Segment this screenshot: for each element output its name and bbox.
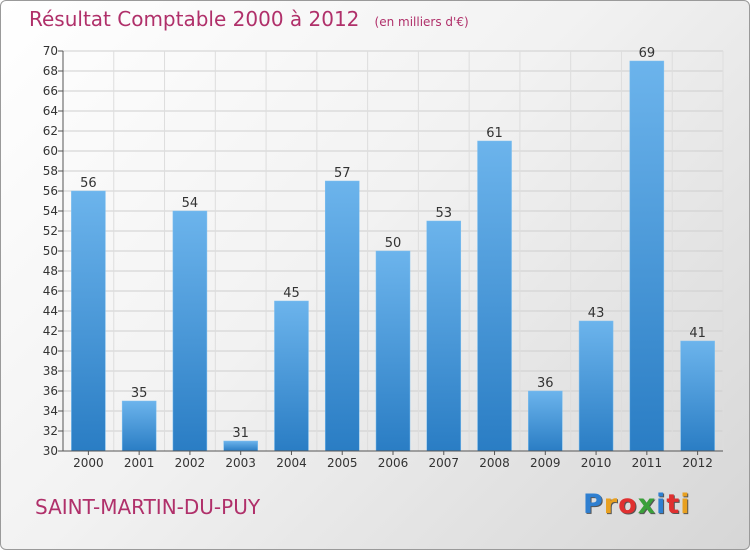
bar-value-label: 69 bbox=[639, 46, 656, 61]
bar bbox=[375, 250, 411, 452]
y-tick-label: 70 bbox=[43, 44, 58, 58]
y-tick-label: 50 bbox=[43, 244, 58, 258]
y-tick-label: 38 bbox=[43, 364, 58, 378]
bar bbox=[629, 60, 665, 452]
y-tick-label: 44 bbox=[43, 304, 58, 318]
y-tick-label: 30 bbox=[43, 444, 58, 458]
bar bbox=[477, 140, 512, 452]
logo-letter: P bbox=[583, 489, 604, 520]
y-tick-label: 64 bbox=[43, 104, 58, 118]
bar-value-label: 61 bbox=[486, 126, 503, 141]
bar-value-label: 35 bbox=[131, 386, 148, 401]
y-tick-label: 58 bbox=[43, 164, 58, 178]
y-tick-label: 32 bbox=[43, 424, 58, 438]
x-tick-label: 2008 bbox=[479, 456, 510, 470]
logo-letter: x bbox=[637, 489, 657, 520]
logo-letter: i bbox=[656, 489, 667, 520]
bar-value-label: 41 bbox=[689, 326, 706, 341]
x-tick-label: 2003 bbox=[225, 456, 256, 470]
bar-value-label: 50 bbox=[385, 236, 402, 251]
logo-letter: o bbox=[618, 489, 638, 520]
logo-letter: i bbox=[680, 489, 691, 520]
bar-value-label: 43 bbox=[588, 306, 605, 321]
x-tick-label: 2001 bbox=[124, 456, 155, 470]
bar-value-label: 53 bbox=[435, 206, 452, 221]
y-tick-label: 68 bbox=[43, 64, 58, 78]
bars: 56 35 54 31 45 57 50 53 61 36 43 69 41 bbox=[71, 46, 715, 452]
y-tick-label: 40 bbox=[43, 344, 58, 358]
bar bbox=[71, 190, 106, 452]
y-tick-label: 62 bbox=[43, 124, 58, 138]
x-tick-label: 2009 bbox=[530, 456, 561, 470]
y-tick-label: 52 bbox=[43, 224, 58, 238]
y-tick-label: 48 bbox=[43, 264, 58, 278]
chart-title-block: Résultat Comptable 2000 à 2012 (en milli… bbox=[29, 7, 469, 31]
y-tick-label: 34 bbox=[43, 404, 58, 418]
bar-value-label: 45 bbox=[283, 286, 300, 301]
y-tick-label: 36 bbox=[43, 384, 58, 398]
y-tick-label: 42 bbox=[43, 324, 58, 338]
bar-value-label: 57 bbox=[334, 166, 351, 181]
bar-value-label: 36 bbox=[537, 376, 554, 391]
bar bbox=[528, 390, 563, 452]
x-tick-label: 2004 bbox=[276, 456, 307, 470]
x-tick-label: 2000 bbox=[73, 456, 104, 470]
bar-value-label: 31 bbox=[232, 426, 249, 441]
bar-value-label: 56 bbox=[80, 176, 97, 191]
bar bbox=[426, 220, 462, 452]
x-tick-label: 2007 bbox=[428, 456, 459, 470]
x-tick-label: 2010 bbox=[581, 456, 612, 470]
bar bbox=[680, 340, 715, 452]
chart-title: Résultat Comptable 2000 à 2012 bbox=[29, 7, 360, 31]
axes: 30 32 34 36 38 40 42 44 46 48 50 52 54 56 58 60 62 64 66 68… bbox=[43, 44, 723, 470]
bar-value-label: 54 bbox=[182, 196, 199, 211]
bar bbox=[274, 300, 309, 452]
bar bbox=[121, 400, 157, 452]
bar bbox=[172, 210, 208, 452]
proxiti-logo: Proxiti bbox=[583, 489, 691, 520]
logo-letter: t bbox=[666, 489, 681, 520]
x-tick-label: 2005 bbox=[327, 456, 358, 470]
x-tick-label: 2006 bbox=[378, 456, 409, 470]
y-tick-label: 46 bbox=[43, 284, 58, 298]
x-tick-label: 2002 bbox=[175, 456, 206, 470]
y-tick-label: 56 bbox=[43, 184, 58, 198]
bar bbox=[324, 180, 360, 452]
x-tick-label: 2012 bbox=[682, 456, 713, 470]
y-tick-label: 54 bbox=[43, 204, 58, 218]
chart-unit: (en milliers d'€) bbox=[374, 15, 469, 29]
bar bbox=[223, 440, 258, 452]
bar bbox=[578, 320, 614, 452]
y-tick-label: 66 bbox=[43, 84, 58, 98]
y-tick-label: 60 bbox=[43, 144, 58, 158]
commune-name: SAINT-MARTIN-DU-PUY bbox=[35, 495, 261, 519]
x-tick-label: 2011 bbox=[632, 456, 663, 470]
logo-letter: r bbox=[603, 489, 619, 520]
